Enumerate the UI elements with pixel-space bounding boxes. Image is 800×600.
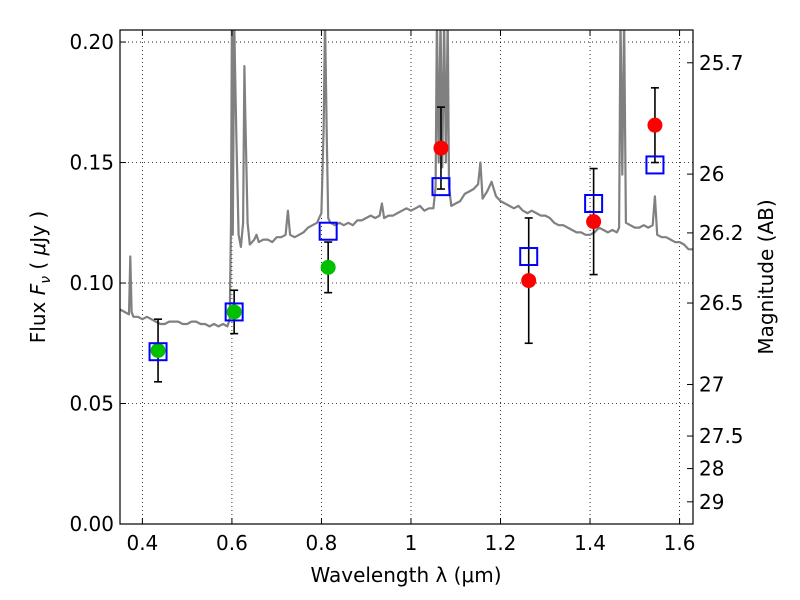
green-observed-point — [150, 342, 166, 358]
y-tick-label: 0.15 — [69, 151, 114, 175]
y2-tick-label: 27.5 — [699, 424, 744, 448]
model-square — [645, 155, 665, 175]
y2-tick-label: 26 — [699, 162, 724, 186]
y2-tick-label: 27 — [699, 372, 724, 396]
model-square — [148, 342, 168, 362]
green-observed-point — [226, 304, 242, 320]
plot-frame — [119, 29, 694, 525]
model-square — [431, 177, 451, 197]
model-square — [584, 194, 604, 214]
y-tick-label: 0.20 — [69, 30, 114, 54]
model-square — [224, 302, 244, 322]
red-observed-point — [433, 140, 449, 156]
y2-tick-label: 28 — [699, 457, 724, 481]
y-axis-label: Flux Fν ( μJy ) — [26, 211, 54, 343]
x-tick-label: 1.6 — [664, 531, 696, 555]
spectrum-line — [120, 30, 693, 328]
red-observed-point — [586, 214, 602, 230]
x-axis-label: Wavelength λ (μm) — [310, 563, 501, 587]
x-tick-label: 1 — [405, 531, 418, 555]
red-observed-point — [521, 273, 537, 289]
red-observed-point — [647, 117, 663, 133]
axes: 0.4 0.6 0.8 1 1.2 1.4 1.6 0.00 0.05 0.10 0.15 0.20 2… — [69, 30, 744, 555]
y2-tick-label: 26.5 — [699, 291, 744, 315]
grid — [120, 30, 693, 524]
y-tick-label: 0.10 — [69, 271, 114, 295]
y2-tick-label: 26.2 — [699, 221, 744, 245]
y2-tick-label: 29 — [699, 490, 724, 514]
y-tick-label: 0.00 — [69, 512, 114, 536]
x-tick-label: 1.2 — [485, 531, 517, 555]
x-tick-label: 0.4 — [126, 531, 158, 555]
model-square — [318, 221, 338, 241]
y2-tick-label: 25.7 — [699, 51, 744, 75]
plot-area — [120, 30, 693, 383]
model-square — [519, 247, 539, 267]
x-tick-label: 1.4 — [574, 531, 606, 555]
y-tick-label: 0.05 — [69, 392, 114, 416]
right-axis-label: Magnitude (AB) — [754, 199, 778, 354]
green-observed-point — [320, 259, 336, 275]
x-tick-label: 0.6 — [216, 531, 248, 555]
x-tick-label: 0.8 — [306, 531, 338, 555]
